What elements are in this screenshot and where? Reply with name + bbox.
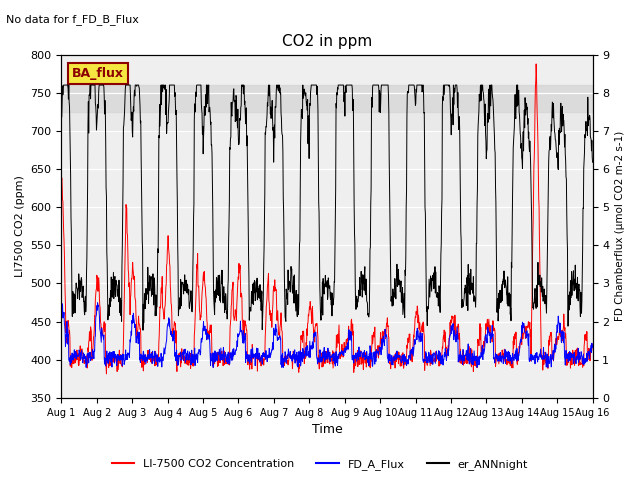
- Text: No data for f_FD_B_Flux: No data for f_FD_B_Flux: [6, 14, 140, 25]
- Y-axis label: LI7500 CO2 (ppm): LI7500 CO2 (ppm): [15, 175, 25, 277]
- Bar: [61, 85, 593, 112]
- Bar: [61, 85, 593, 131]
- Text: BA_flux: BA_flux: [72, 67, 124, 80]
- Title: CO2 in ppm: CO2 in ppm: [282, 34, 372, 49]
- Y-axis label: FD Chamberflux (μmol CO2 m-2 s-1): FD Chamberflux (μmol CO2 m-2 s-1): [615, 131, 625, 321]
- Legend: LI-7500 CO2 Concentration, FD_A_Flux, er_ANNnight: LI-7500 CO2 Concentration, FD_A_Flux, er…: [108, 455, 532, 474]
- X-axis label: Time: Time: [312, 423, 342, 436]
